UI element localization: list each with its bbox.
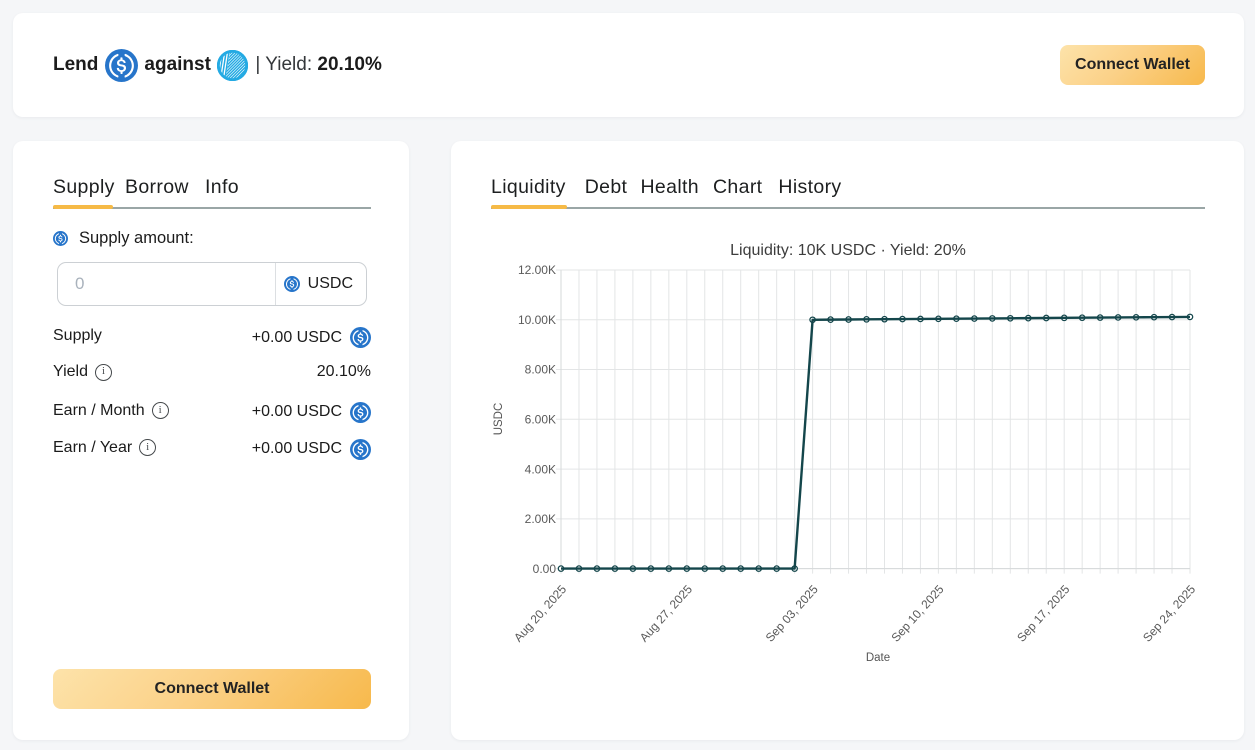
svg-text:8.00K: 8.00K	[525, 363, 556, 377]
svg-text:10.00K: 10.00K	[518, 313, 556, 327]
svg-text:0.00: 0.00	[533, 562, 557, 576]
svg-text:USDC: USDC	[493, 403, 505, 436]
svg-text:Sep 10, 2025: Sep 10, 2025	[888, 582, 946, 645]
svg-text:Sep 24, 2025: Sep 24, 2025	[1140, 582, 1198, 645]
svg-text:2.00K: 2.00K	[525, 512, 556, 526]
svg-text:Date: Date	[866, 652, 890, 664]
svg-text:4.00K: 4.00K	[525, 462, 556, 476]
svg-text:12.00K: 12.00K	[518, 263, 556, 277]
svg-text:Aug 20, 2025: Aug 20, 2025	[511, 582, 569, 645]
svg-text:Liquidity: 10K USDC · Yield: 2: Liquidity: 10K USDC · Yield: 20%	[730, 242, 966, 259]
svg-text:Sep 03, 2025: Sep 03, 2025	[763, 582, 821, 645]
svg-text:6.00K: 6.00K	[525, 413, 556, 427]
svg-text:Aug 27, 2025: Aug 27, 2025	[637, 582, 695, 645]
svg-text:Sep 17, 2025: Sep 17, 2025	[1014, 582, 1072, 645]
